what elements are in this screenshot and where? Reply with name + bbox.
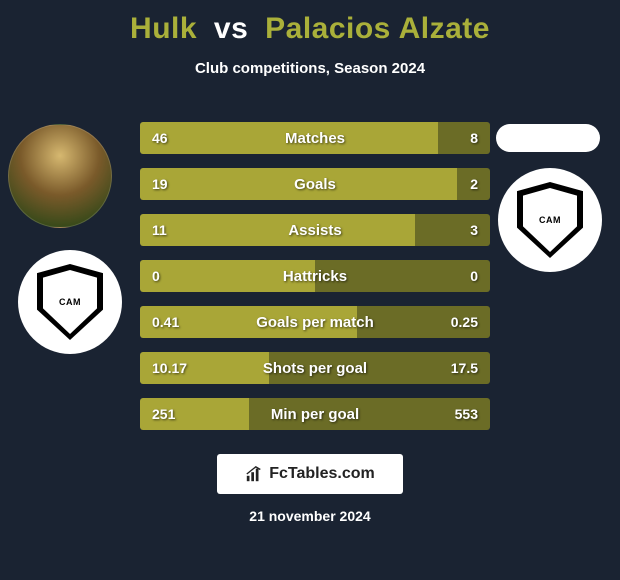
stat-row: 00Hattricks <box>140 260 490 292</box>
stat-label: Goals per match <box>140 306 490 338</box>
player2-avatar <box>496 124 600 152</box>
stat-row: 113Assists <box>140 214 490 246</box>
stat-label: Hattricks <box>140 260 490 292</box>
player1-name: Hulk <box>130 12 197 45</box>
vs-text: vs <box>214 12 248 45</box>
stat-row: 192Goals <box>140 168 490 200</box>
crest-text: CAM <box>59 297 81 307</box>
stat-label: Shots per goal <box>140 352 490 384</box>
comparison-title: Hulk vs Palacios Alzate <box>0 0 620 46</box>
stat-row: 468Matches <box>140 122 490 154</box>
crest-text: CAM <box>539 215 561 225</box>
shield-icon: CAM <box>517 182 583 258</box>
stat-label: Min per goal <box>140 398 490 430</box>
stats-container: 468Matches 192Goals 113Assists 00Hattricks 0… <box>140 122 490 430</box>
player2-name: Palacios Alzate <box>265 12 490 45</box>
stat-label: Assists <box>140 214 490 246</box>
stat-row: 0.410.25Goals per match <box>140 306 490 338</box>
shield-icon: CAM <box>37 264 103 340</box>
brand-text: FcTables.com <box>269 465 375 483</box>
stat-label: Goals <box>140 168 490 200</box>
date-text: 21 november 2024 <box>0 508 620 524</box>
brand-logo: FcTables.com <box>217 454 403 494</box>
player1-avatar <box>8 124 112 228</box>
player2-club-crest: CAM <box>498 168 602 272</box>
subtitle: Club competitions, Season 2024 <box>0 60 620 77</box>
stat-label: Matches <box>140 122 490 154</box>
chart-icon <box>245 465 263 483</box>
player1-club-crest: CAM <box>18 250 122 354</box>
stat-row: 10.1717.5Shots per goal <box>140 352 490 384</box>
stat-row: 251553Min per goal <box>140 398 490 430</box>
